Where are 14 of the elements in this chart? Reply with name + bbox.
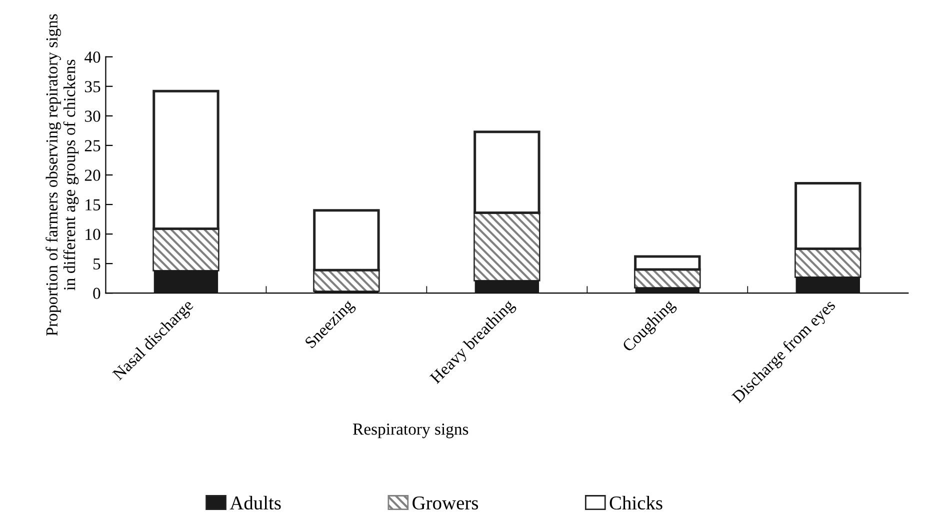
y-tick-label: 0 [93, 288, 100, 300]
legend-label: Growers [412, 496, 478, 510]
y-axis-title: Proportion of farmers observing repiratory signs in different age groups of chickens [46, 14, 79, 336]
y-tick-label: 5 [94, 258, 100, 270]
y-tick-label: 10 [86, 228, 100, 240]
x-axis-title: Respiratory signs [353, 424, 468, 438]
y-tick-label: 15 [86, 199, 100, 210]
y-tick-label: 20 [84, 170, 100, 181]
legend-label: Chicks [610, 496, 662, 510]
legend-label: Adults [230, 496, 281, 510]
y-tick-label: 35 [84, 81, 100, 92]
y-tick-label: 25 [84, 140, 100, 152]
y-tick-label: 30 [84, 110, 100, 122]
y-tick-label: 40 [84, 52, 100, 63]
